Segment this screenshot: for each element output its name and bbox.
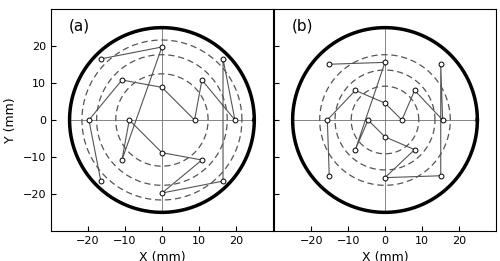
Y-axis label: Y (mm): Y (mm) xyxy=(4,97,17,143)
Text: (a): (a) xyxy=(69,18,90,33)
Text: (b): (b) xyxy=(292,18,314,33)
X-axis label: X (mm): X (mm) xyxy=(362,251,408,261)
X-axis label: X (mm): X (mm) xyxy=(138,251,185,261)
